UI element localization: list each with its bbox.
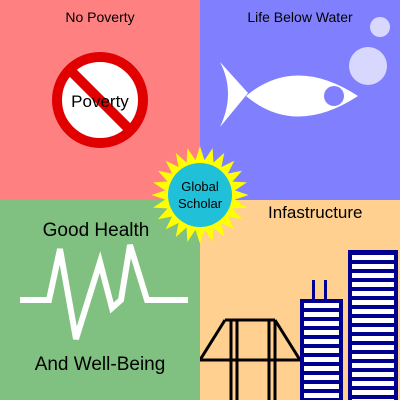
good-health-panel: Good Health And Well-Being: [0, 200, 200, 400]
no-poverty-background: Poverty: [0, 0, 200, 200]
global-label: Global: [181, 179, 219, 194]
no-poverty-panel: Poverty No Poverty: [0, 0, 200, 200]
infrastructure-title: Infastructure: [268, 203, 363, 222]
life-below-water-background: [200, 0, 400, 200]
scholar-label: Scholar: [177, 196, 223, 211]
infrastructure-panel: Infastructure: [200, 200, 400, 400]
bridge-icon: [200, 318, 302, 400]
bubbles-icon: [349, 17, 390, 85]
no-poverty-title: No Poverty: [65, 9, 135, 25]
fish-icon: [220, 62, 358, 127]
center-circle: [168, 163, 232, 227]
good-health-title: Good Health: [42, 220, 150, 241]
well-being-title: And Well-Being: [34, 354, 166, 375]
infrastructure-background: [200, 200, 400, 400]
global-scholar-label: Global Scholar: [160, 178, 240, 212]
life-below-water-panel: Life Below Water: [200, 0, 400, 200]
building-icon: [300, 250, 398, 400]
heartbeat-icon: [20, 244, 188, 340]
poverty-sign-text: Poverty: [71, 92, 129, 111]
life-below-water-title: Life Below Water: [247, 9, 353, 25]
good-health-background: [0, 200, 200, 400]
no-symbol-icon: [52, 52, 148, 148]
